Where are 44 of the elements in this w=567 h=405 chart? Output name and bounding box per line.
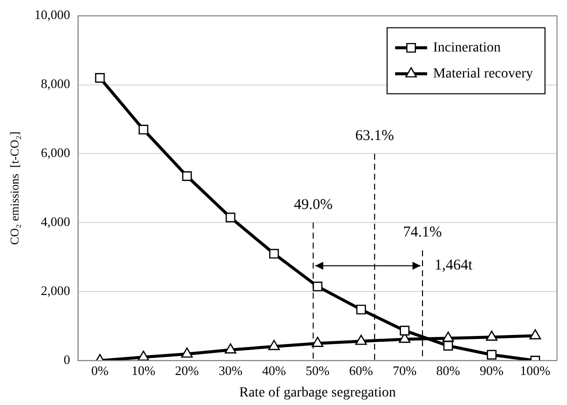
point bbox=[181, 347, 193, 358]
x-tick-label: 0% bbox=[91, 362, 109, 378]
point bbox=[442, 332, 454, 342]
x-tick-label: 70% bbox=[392, 362, 417, 378]
y-tick-label: 8,000 bbox=[40, 76, 70, 92]
point bbox=[312, 336, 324, 347]
legend-label: Material recovery bbox=[433, 66, 534, 82]
y-tick-label: 4,000 bbox=[40, 214, 70, 230]
ref-line-label: 63.1% bbox=[355, 128, 394, 144]
point bbox=[268, 340, 280, 350]
x-axis-title: Rate of garbage segregation bbox=[239, 385, 396, 400]
x-tick-label: 60% bbox=[349, 362, 374, 378]
point bbox=[355, 334, 367, 345]
y-tick-label: 0 bbox=[64, 352, 70, 368]
x-tick-label: 90% bbox=[480, 362, 504, 378]
point bbox=[486, 330, 498, 341]
annotation: 1,464t bbox=[434, 258, 474, 274]
ref-line-label: 49.0% bbox=[294, 197, 333, 214]
point bbox=[138, 350, 150, 361]
y-axis-title: CO₂ emissions [t-CO₂] bbox=[7, 132, 22, 245]
point bbox=[443, 340, 454, 351]
x-tick-label: 10% bbox=[132, 362, 156, 378]
x-tick-label: 100% bbox=[520, 362, 551, 378]
point bbox=[138, 124, 148, 134]
ref-line-label: 74.1% bbox=[403, 224, 442, 241]
point bbox=[400, 326, 410, 336]
y-tick-label: 10,000 bbox=[34, 7, 70, 22]
point bbox=[529, 329, 542, 340]
y-tick-label: 2,000 bbox=[40, 283, 70, 298]
x-tick-label: 40% bbox=[262, 362, 286, 378]
y-tick-label: 6,000 bbox=[40, 145, 70, 160]
x-tick-label: 50% bbox=[306, 362, 330, 378]
point bbox=[226, 212, 236, 222]
point bbox=[269, 248, 279, 259]
x-tick-label: 30% bbox=[218, 362, 243, 378]
point bbox=[224, 343, 236, 354]
point bbox=[486, 350, 497, 360]
legend-label: Incineration bbox=[433, 40, 501, 56]
x-tick-label: 20% bbox=[175, 362, 200, 378]
point bbox=[182, 171, 192, 181]
point bbox=[312, 282, 322, 292]
x-tick-label: 80% bbox=[436, 362, 460, 378]
point bbox=[95, 73, 105, 83]
point bbox=[356, 304, 366, 314]
